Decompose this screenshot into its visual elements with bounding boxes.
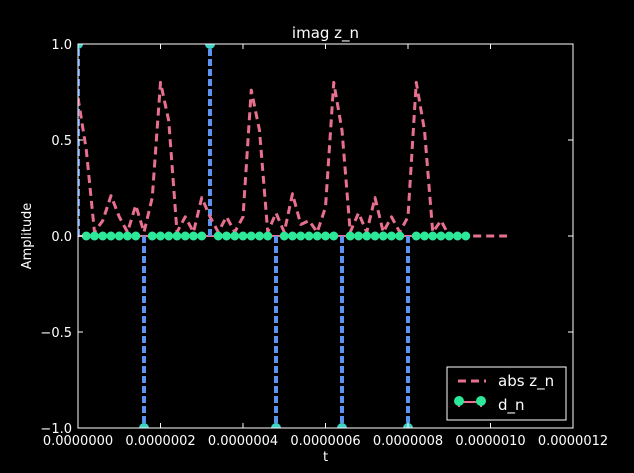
abs-z-n-line [78, 80, 507, 238]
stem-marker-zero [263, 231, 273, 241]
stem-marker-zero [131, 231, 141, 241]
stem-marker-zero [420, 231, 429, 241]
stem-marker-head [337, 423, 347, 428]
stem-marker-zero [304, 231, 314, 241]
stem-marker-head [271, 423, 281, 428]
chart-title: imag z_n [292, 24, 359, 43]
stem-marker-zero [321, 231, 330, 241]
stem-marker-zero [189, 231, 198, 241]
stem-marker-zero [106, 231, 116, 241]
y-tick-label: 0.0 [51, 230, 72, 245]
legend: abs z_n d_n [446, 366, 567, 421]
stem-marker-zero [288, 231, 297, 241]
axis-ticks: 0.0000000 0.0000002 0.0000004 0.0000006 0.00… [40, 38, 608, 449]
legend-box [446, 366, 567, 421]
legend-swatch-d-n-marker-left [454, 396, 464, 406]
stem-marker-zero [255, 231, 264, 241]
plot-area [78, 44, 507, 428]
stem-marker-zero [147, 231, 157, 241]
stem-marker-zero [312, 231, 322, 241]
stem-marker-head [78, 44, 83, 49]
stem-marker-zero [180, 231, 190, 241]
stem-marker-zero [378, 231, 388, 241]
y-axis-label: Amplitude [20, 203, 35, 270]
x-tick-label: 0.0000004 [208, 434, 278, 449]
stem-marker-zero [98, 231, 108, 241]
stem-marker-zero [453, 231, 462, 241]
stem-marker-zero [279, 231, 289, 241]
stem-marker-zero [329, 231, 339, 241]
stem-marker-zero [444, 231, 454, 241]
x-axis-label: t [323, 450, 328, 465]
stem-marker-zero [461, 231, 471, 241]
stem-marker-zero [230, 231, 240, 241]
x-tick-label: 0.0000006 [290, 434, 360, 449]
legend-label-abs-z-n: abs z_n [498, 372, 554, 391]
stem-marker-zero [428, 231, 438, 241]
x-tick-label: 0.0000012 [538, 434, 608, 449]
stem-marker-head [205, 44, 215, 49]
y-tick-label: 0.5 [51, 134, 72, 149]
stem-marker-zero [411, 231, 421, 241]
stem-marker-zero [238, 231, 248, 241]
stem-marker-zero [436, 231, 446, 241]
y-tick-label: 1.0 [51, 38, 72, 53]
legend-label-d-n: d_n [498, 396, 525, 415]
stem-marker-head [139, 423, 149, 428]
stem-marker-zero [222, 231, 231, 241]
stem-marker-zero [156, 231, 165, 241]
x-tick-label: 0.0000010 [455, 434, 525, 449]
stem-marker-zero [387, 231, 396, 241]
stem-marker-zero [296, 231, 306, 241]
stem-marker-zero [81, 231, 91, 241]
stem-marker-zero [354, 231, 363, 241]
stem-marker-zero [197, 231, 207, 241]
stem-marker-zero [345, 231, 355, 241]
stem-marker-zero [362, 231, 372, 241]
stem-marker-zero [164, 231, 174, 241]
stem-marker-zero [213, 231, 223, 241]
stem-marker-zero [246, 231, 256, 241]
x-tick-label: 0.0000000 [43, 434, 113, 449]
plot-data-layer [78, 44, 507, 428]
stem-marker-zero [172, 231, 182, 241]
legend-swatch-d-n-marker-right [476, 396, 486, 406]
y-tick-label: −1.0 [40, 422, 72, 437]
stem-marker-zero [90, 231, 99, 241]
x-tick-label: 0.0000002 [125, 434, 195, 449]
stem-marker-zero [370, 231, 380, 241]
x-tick-label: 0.0000008 [373, 434, 443, 449]
stem-marker-zero [123, 231, 132, 241]
stem-marker-zero [395, 231, 405, 241]
stem-marker-zero [114, 231, 124, 241]
y-tick-label: −0.5 [40, 326, 72, 341]
